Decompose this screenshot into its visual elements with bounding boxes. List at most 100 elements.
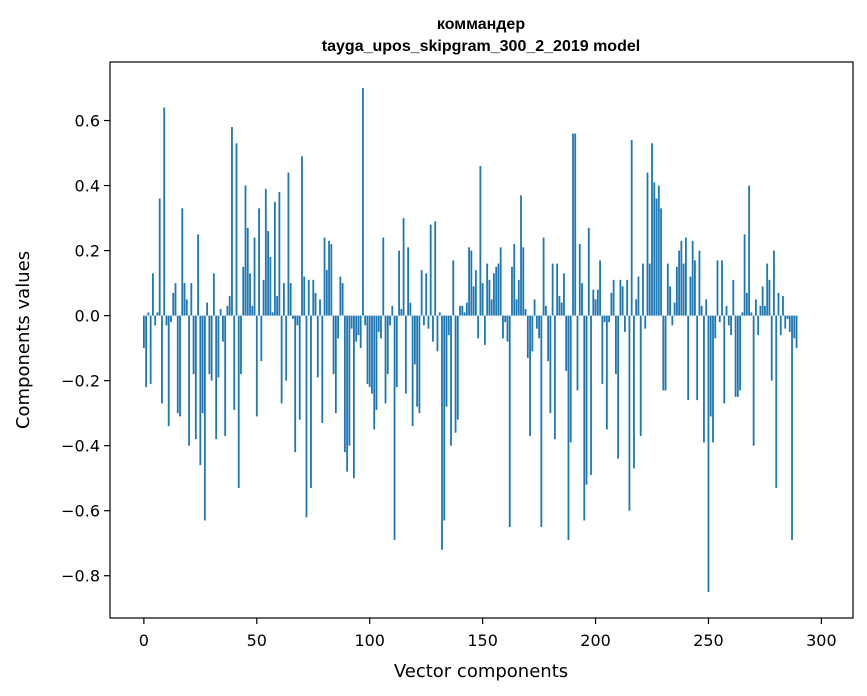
bar-105 [380,315,382,339]
bar-261 [732,279,735,316]
bar-170 [526,315,529,358]
bar-19 [185,299,188,316]
bar-148 [477,315,480,339]
bar-86 [337,315,339,339]
bar-271 [754,299,757,316]
bar-6 [156,312,159,316]
bar-45 [244,185,247,316]
bar-229 [660,208,662,316]
bar-121 [416,315,419,407]
bar-210 [617,315,620,459]
bar-116 [404,315,407,394]
bar-146 [472,286,475,316]
bar-199 [592,289,595,316]
bar-256 [721,260,723,316]
bar-98 [364,315,367,326]
bar-65 [289,283,292,316]
bar-115 [402,218,405,316]
bar-112 [395,315,398,388]
bar-68 [296,315,299,326]
bar-124 [423,315,425,326]
bar-20 [188,315,190,446]
bar-150 [481,283,484,316]
bar-125 [425,273,428,316]
bar-209 [614,315,617,375]
bar-79 [321,315,324,423]
bar-58 [273,201,276,316]
x-tick-label: 300 [806,631,837,650]
bar-155 [493,273,495,316]
bar-219 [637,276,640,316]
bar-191 [574,133,577,316]
bar-215 [628,315,631,511]
bar-207 [610,292,613,316]
bar-144 [468,247,470,316]
x-tick-label: 250 [693,631,724,650]
bar-179 [547,315,550,362]
bar-169 [524,309,527,316]
bar-218 [635,299,638,316]
bar-69 [298,315,301,420]
chart-subtitle: tayga_upos_skipgram_300_2_2019 model [322,38,640,55]
bar-18 [183,283,186,316]
bar-136 [450,315,452,446]
bar-185 [560,302,563,316]
bar-128 [432,315,434,342]
y-tick-label: 0.0 [75,307,100,326]
bar-141 [461,305,464,316]
y-tick-label: −0.2 [61,372,100,391]
bar-233 [669,286,671,316]
bar-234 [671,315,674,326]
x-tick-label: 50 [247,631,267,650]
bar-7 [158,198,161,316]
bar-95 [357,315,360,336]
y-tick-label: 0.6 [75,112,100,131]
bar-263 [736,315,739,397]
bar-82 [328,240,330,316]
bar-10 [165,315,168,326]
bar-147 [474,270,477,316]
y-axis: −0.8 −0.6 −0.4 −0.2 0.0 0.2 0.4 0.6 [61,112,110,586]
bar-74 [310,315,312,488]
bar-61 [280,315,283,404]
bar-264 [739,315,741,391]
bar-34 [219,309,222,316]
bar-276 [766,263,769,316]
bar-272 [757,315,760,336]
bar-195 [583,315,586,521]
bar-288 [793,315,796,339]
bar-274 [761,286,764,316]
bar-26 [201,315,204,414]
bar-225 [651,143,653,316]
bar-96 [359,315,362,349]
bar-37 [226,305,229,316]
bar-193 [578,244,581,316]
bar-182 [553,315,556,440]
y-tick-label: 0.4 [75,177,100,196]
bar-184 [558,296,561,316]
bar-248 [703,315,705,443]
bar-53 [262,279,265,316]
bar-226 [653,182,656,316]
bar-247 [700,305,703,316]
bar-106 [382,237,385,316]
bar-99 [366,315,369,384]
bar-213 [624,315,626,332]
bar-77 [316,315,319,378]
bar-204 [603,315,606,323]
bar-66 [292,315,294,319]
bar-203 [601,315,604,384]
bar-67 [294,315,297,453]
bar-97 [362,88,364,316]
bar-17 [181,208,184,316]
bar-175 [538,315,540,339]
bar-244 [694,260,696,316]
bar-78 [319,299,321,316]
bar-131 [438,312,441,316]
chart-title: коммандер [437,16,525,33]
bar-216 [630,140,633,316]
bar-16 [179,315,181,417]
bar-108 [386,315,389,375]
bar-143 [465,302,468,316]
